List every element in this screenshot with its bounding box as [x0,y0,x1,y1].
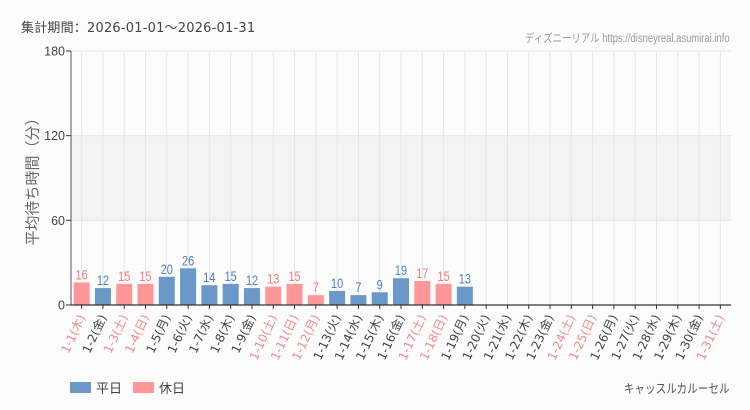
bar [393,278,409,305]
bar-value-label: 15 [139,269,151,285]
bar [307,295,324,305]
y-tick-label: 0 [58,299,65,313]
bar-value-label: 20 [161,262,173,278]
y-tick-label: 120 [44,129,65,143]
legend-label-weekday: 平日 [96,382,123,397]
bar [371,292,388,305]
bar-value-label: 15 [288,269,300,285]
bar-value-label: 19 [395,263,407,279]
legend-swatch-weekday [70,382,91,393]
bar [329,290,346,305]
legend-item-weekday: 平日 [70,378,122,397]
bar [94,288,111,305]
bar [180,268,197,305]
legend-item-holiday: 休日 [133,378,185,397]
bar [456,286,473,305]
legend-label-holiday: 休日 [159,382,186,397]
bar-value-label: 17 [416,266,428,282]
bar [286,283,303,305]
legend-swatch-holiday [133,382,155,393]
bar [222,283,239,305]
bar-value-label: 12 [246,273,258,289]
bar-value-label: 15 [118,269,130,285]
bar [201,285,218,305]
bar-value-label: 16 [76,267,88,283]
bar [435,283,452,305]
bar-value-label: 7 [313,280,319,296]
legend: 平日 休日 [70,378,196,397]
period-label: 集計期間：2026-01-01～2026-01-31 [21,21,256,36]
bar-value-label: 12 [97,273,109,289]
bar-value-label: 13 [459,271,471,287]
attraction-name: キャッスルカルーセル [624,381,730,396]
bar [158,276,175,305]
site-credit: ディズニーリアル https://disneyreal.asumirai.inf… [525,33,730,45]
bar-value-label: 10 [331,276,343,292]
bar-value-label: 15 [438,269,450,285]
bar [137,283,154,305]
bar [414,281,431,305]
y-tick-label: 180 [44,45,65,59]
bar-value-label: 26 [182,253,194,269]
bar-value-label: 7 [355,280,361,296]
bar [265,286,282,305]
bar [116,283,133,305]
bar-value-label: 13 [267,271,279,287]
y-tick-label: 60 [51,214,65,228]
bar-value-label: 14 [203,270,215,286]
bar [73,282,90,305]
bar-value-label: 9 [377,277,383,293]
bar-value-label: 15 [225,269,237,285]
bar [350,295,367,305]
bar [243,288,260,305]
